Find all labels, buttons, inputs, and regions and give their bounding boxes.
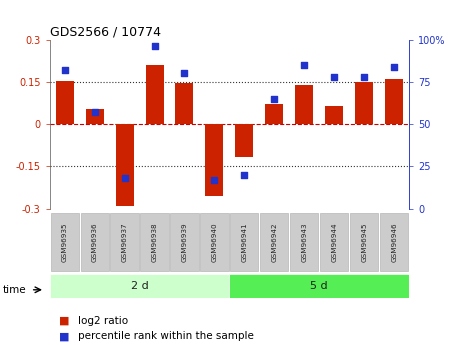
FancyBboxPatch shape bbox=[201, 213, 228, 271]
Point bbox=[271, 96, 278, 101]
Text: ■: ■ bbox=[59, 332, 70, 341]
Text: GSM96943: GSM96943 bbox=[301, 223, 307, 262]
Bar bbox=[355, 82, 373, 124]
FancyBboxPatch shape bbox=[51, 213, 79, 271]
Bar bbox=[295, 85, 313, 124]
Text: percentile rank within the sample: percentile rank within the sample bbox=[78, 332, 254, 341]
Text: GSM96942: GSM96942 bbox=[272, 223, 277, 262]
Bar bbox=[325, 106, 343, 124]
Bar bbox=[385, 79, 403, 124]
Text: GSM96946: GSM96946 bbox=[391, 223, 397, 262]
Point bbox=[331, 74, 338, 80]
Point bbox=[151, 44, 158, 49]
FancyBboxPatch shape bbox=[380, 213, 408, 271]
Text: GSM96945: GSM96945 bbox=[361, 223, 367, 262]
Point bbox=[181, 71, 188, 76]
Bar bbox=[146, 65, 164, 124]
FancyBboxPatch shape bbox=[230, 213, 258, 271]
Text: time: time bbox=[2, 285, 26, 295]
FancyBboxPatch shape bbox=[50, 274, 229, 298]
Point bbox=[121, 176, 128, 181]
FancyBboxPatch shape bbox=[290, 213, 318, 271]
Bar bbox=[86, 109, 104, 124]
Point bbox=[61, 67, 69, 73]
FancyBboxPatch shape bbox=[140, 213, 168, 271]
Text: 5 d: 5 d bbox=[310, 282, 328, 291]
Point bbox=[300, 62, 308, 68]
Bar bbox=[236, 124, 254, 157]
Text: GSM96938: GSM96938 bbox=[151, 223, 158, 262]
Point bbox=[210, 177, 218, 183]
Bar bbox=[115, 124, 133, 206]
Text: GSM96944: GSM96944 bbox=[331, 223, 337, 262]
FancyBboxPatch shape bbox=[80, 213, 109, 271]
Bar bbox=[265, 105, 283, 124]
FancyBboxPatch shape bbox=[350, 213, 378, 271]
Text: log2 ratio: log2 ratio bbox=[78, 316, 128, 326]
Point bbox=[360, 74, 368, 80]
FancyBboxPatch shape bbox=[320, 213, 348, 271]
Point bbox=[241, 172, 248, 178]
Text: GDS2566 / 10774: GDS2566 / 10774 bbox=[50, 26, 161, 39]
FancyBboxPatch shape bbox=[111, 213, 139, 271]
Bar bbox=[205, 124, 223, 196]
Text: GSM96935: GSM96935 bbox=[61, 223, 68, 262]
Point bbox=[91, 110, 98, 115]
Text: ■: ■ bbox=[59, 316, 70, 326]
Text: GSM96937: GSM96937 bbox=[122, 223, 128, 262]
Text: GSM96940: GSM96940 bbox=[211, 223, 218, 262]
Text: GSM96939: GSM96939 bbox=[182, 223, 187, 262]
Bar bbox=[56, 80, 74, 124]
Text: 2 d: 2 d bbox=[131, 282, 149, 291]
Text: GSM96941: GSM96941 bbox=[241, 223, 247, 262]
FancyBboxPatch shape bbox=[260, 213, 289, 271]
Point bbox=[390, 64, 398, 69]
Text: GSM96936: GSM96936 bbox=[92, 223, 97, 262]
Bar bbox=[175, 83, 193, 124]
FancyBboxPatch shape bbox=[229, 274, 409, 298]
FancyBboxPatch shape bbox=[170, 213, 199, 271]
